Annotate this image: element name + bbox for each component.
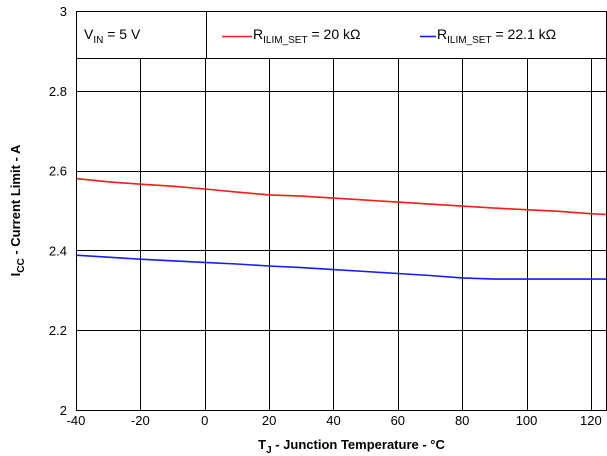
vin-annotation-text: VIN = 5 V bbox=[84, 26, 141, 46]
x-tick-label: 80 bbox=[455, 413, 469, 428]
x-title-rest: - Junction Temperature - °C bbox=[272, 437, 446, 452]
y-title-rest: - Current Limit - A bbox=[8, 144, 23, 258]
y-tick-label: 3 bbox=[60, 4, 67, 19]
legend-20k-rest: = 20 kΩ bbox=[308, 26, 361, 42]
legend-22k-sub: ILIM_SET bbox=[447, 35, 491, 46]
vin-main: V bbox=[84, 26, 94, 42]
y-tick-label: 2 bbox=[60, 403, 67, 418]
series-line-22k bbox=[75, 254, 607, 280]
vin-annotation: VIN = 5 V bbox=[76, 11, 207, 59]
y-tick-label: 2.8 bbox=[49, 84, 67, 99]
x-tick-label: -40 bbox=[67, 413, 86, 428]
y-tick-labels: 2 2.2 2.4 2.6 2.8 3 bbox=[49, 4, 67, 418]
x-axis-title: TJ - Junction Temperature - °C bbox=[258, 437, 445, 456]
x-tick-label: 20 bbox=[262, 413, 276, 428]
x-tick-label: 100 bbox=[516, 413, 538, 428]
vin-sub: IN bbox=[93, 35, 103, 46]
legend-20k-main: R bbox=[253, 26, 263, 42]
y-tick-label: 2.4 bbox=[49, 243, 67, 258]
x-tick-label: 60 bbox=[391, 413, 405, 428]
legend-22k-main: R bbox=[437, 26, 447, 42]
y-title-sub: CC bbox=[16, 258, 27, 272]
legend-label-20k: RILIM_SET = 20 kΩ bbox=[253, 26, 360, 46]
legend-label-22k: RILIM_SET = 22.1 kΩ bbox=[437, 26, 556, 46]
y-axis-title: ICC - Current Limit - A bbox=[8, 144, 27, 276]
grid bbox=[76, 11, 607, 411]
x-title-sub: J bbox=[266, 445, 272, 456]
vin-rest: = 5 V bbox=[103, 26, 141, 42]
series-line-20k bbox=[75, 177, 607, 216]
series-lines bbox=[75, 177, 607, 280]
x-tick-label: 0 bbox=[201, 413, 208, 428]
x-tick-label: -20 bbox=[131, 413, 150, 428]
x-tick-label: 120 bbox=[580, 413, 602, 428]
legend: RILIM_SET = 20 kΩ RILIM_SET = 22.1 kΩ bbox=[206, 11, 607, 59]
x-tick-labels: -40 -20 0 20 40 60 80 100 120 bbox=[67, 413, 602, 428]
x-title-main: T bbox=[258, 437, 266, 452]
legend-box bbox=[206, 11, 607, 59]
y-tick-label: 2.6 bbox=[49, 164, 67, 179]
y-tick-label: 2.2 bbox=[49, 323, 67, 338]
y-title-main: I bbox=[8, 273, 23, 277]
legend-22k-rest: = 22.1 kΩ bbox=[492, 26, 557, 42]
legend-20k-sub: ILIM_SET bbox=[263, 35, 307, 46]
x-tick-label: 40 bbox=[326, 413, 340, 428]
